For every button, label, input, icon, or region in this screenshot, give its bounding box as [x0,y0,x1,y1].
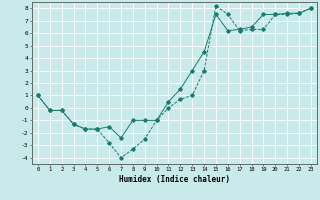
X-axis label: Humidex (Indice chaleur): Humidex (Indice chaleur) [119,175,230,184]
